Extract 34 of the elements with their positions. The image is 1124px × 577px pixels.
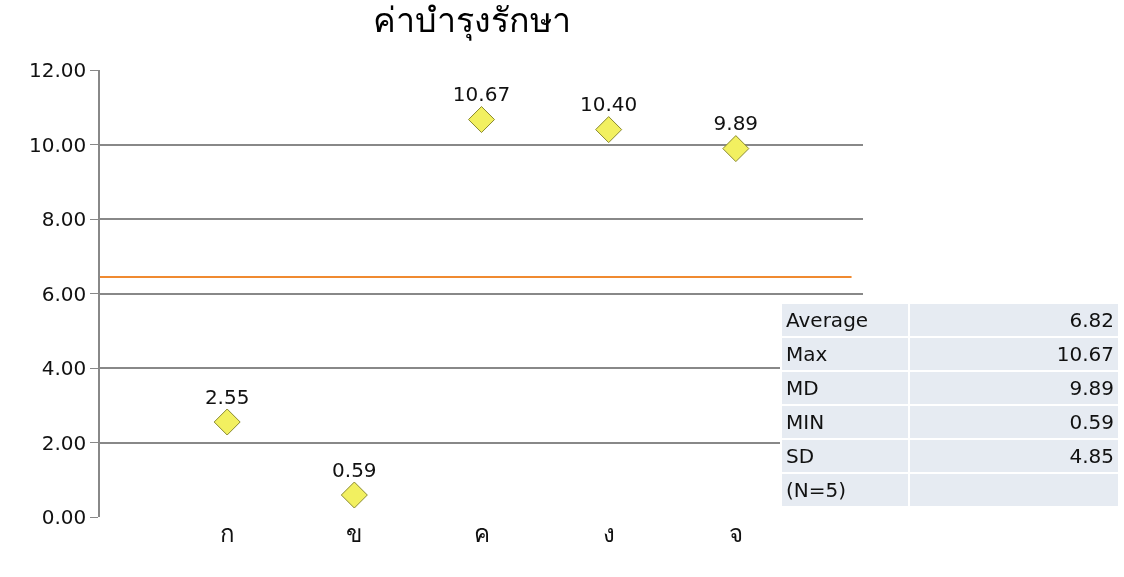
x-tick-label: ก xyxy=(219,520,235,548)
data-label: 10.40 xyxy=(580,92,638,117)
y-tick-label: 0.00 xyxy=(41,505,87,529)
y-tick-label: 2.00 xyxy=(41,430,87,455)
x-tick-label: จ xyxy=(728,520,743,548)
annotation: MD xyxy=(781,371,909,405)
text: 9.89 xyxy=(1069,376,1114,400)
text: 10.67 xyxy=(1056,342,1114,366)
chart-title: ค่าบำรุงรักษา xyxy=(373,0,572,42)
y-tick-label: 10.00 xyxy=(28,132,87,157)
point xyxy=(213,408,241,436)
annotation: Average xyxy=(781,303,909,337)
data-label: 0.59 xyxy=(332,457,377,482)
point xyxy=(722,135,750,163)
x-tick-label: ค xyxy=(473,520,490,548)
annotation: (N=5) xyxy=(781,473,909,507)
text: 6.82 xyxy=(1069,308,1114,332)
annotation: Max xyxy=(781,337,909,371)
point xyxy=(340,481,368,509)
x-tick-label: ข xyxy=(346,520,363,548)
y-tick-label: 8.00 xyxy=(41,207,87,231)
annotation: SD xyxy=(781,439,909,473)
y-tick-label: 12.00 xyxy=(28,58,87,82)
point xyxy=(468,106,495,134)
y-tick-label: 4.00 xyxy=(41,356,87,380)
y-tick-label: 6.00 xyxy=(41,281,87,306)
data-label: 2.55 xyxy=(204,384,250,409)
text: 4.85 xyxy=(1069,444,1114,468)
text: 0.59 xyxy=(1069,410,1114,434)
data-label: 9.89 xyxy=(713,111,759,136)
point xyxy=(595,116,623,144)
annotation: MIN xyxy=(781,405,909,439)
x-tick-label: ง xyxy=(602,520,615,548)
data-label: 10.67 xyxy=(452,82,511,107)
